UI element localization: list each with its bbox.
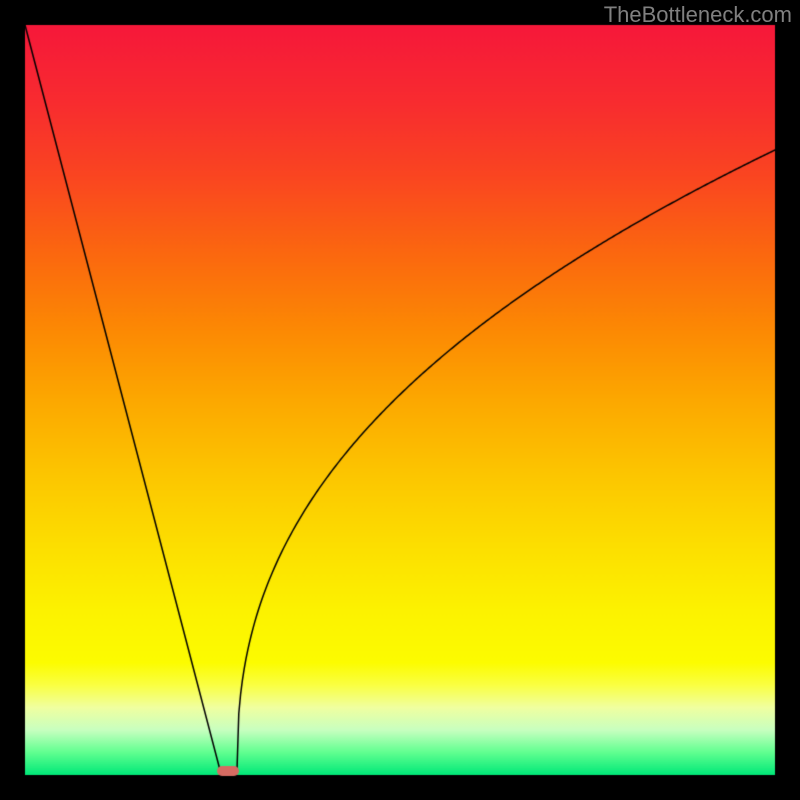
bottleneck-chart-canvas — [0, 0, 800, 800]
chart-container: TheBottleneck.com — [0, 0, 800, 800]
watermark-text: TheBottleneck.com — [604, 2, 792, 28]
